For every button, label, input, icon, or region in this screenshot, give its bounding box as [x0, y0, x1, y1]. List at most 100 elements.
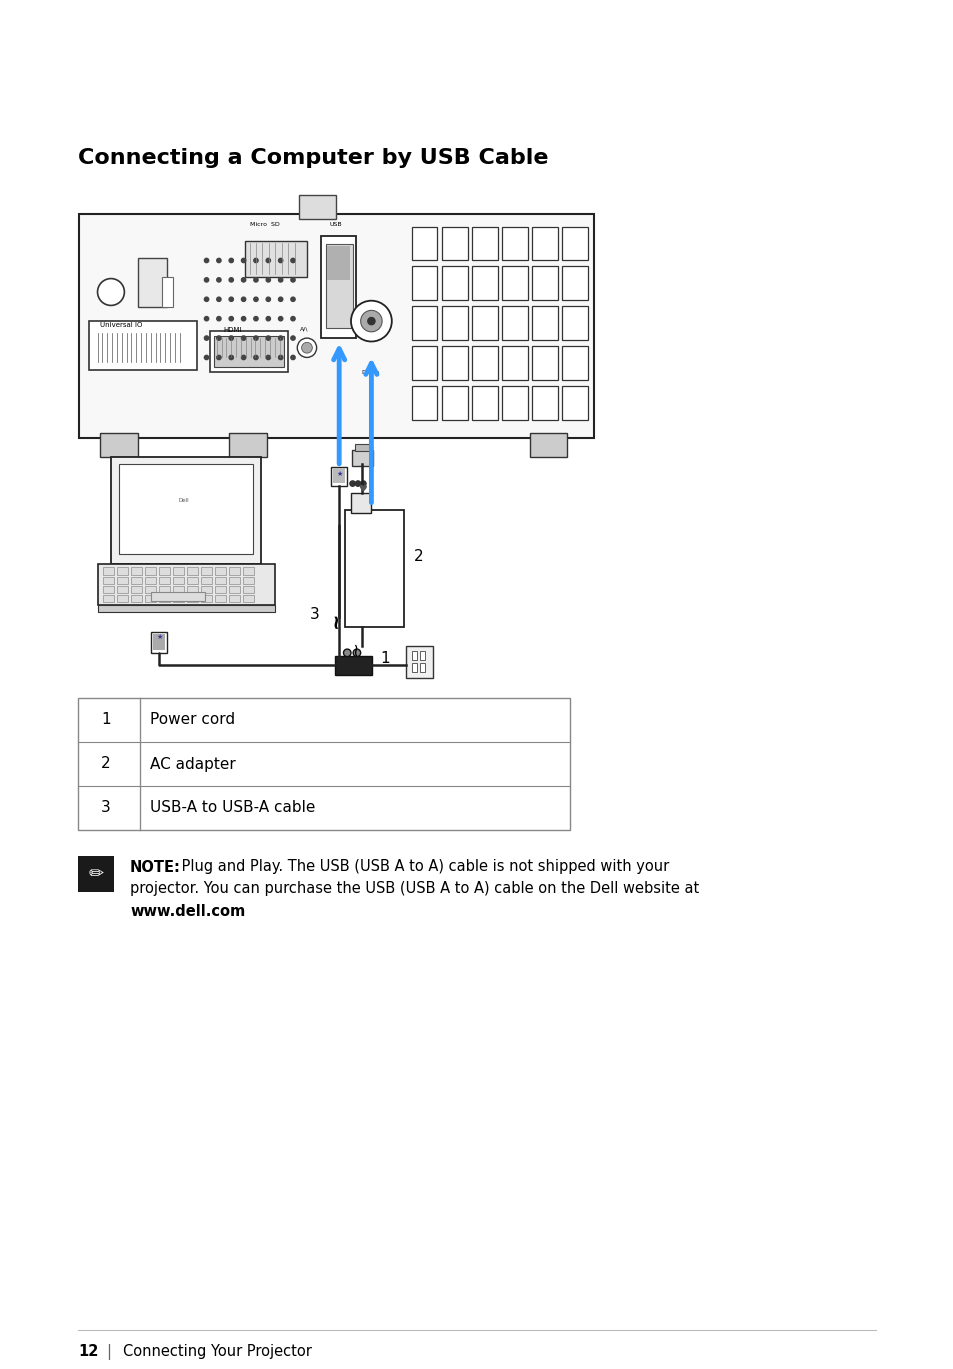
Circle shape [253, 356, 258, 360]
Bar [214, 568, 226, 575]
Bar [200, 586, 212, 593]
Circle shape [204, 259, 209, 263]
Circle shape [278, 316, 282, 320]
Bar [137, 257, 167, 307]
Bar [441, 386, 467, 419]
Circle shape [291, 335, 294, 341]
Circle shape [291, 297, 294, 301]
Bar [100, 433, 137, 457]
Text: NOTE:: NOTE: [130, 860, 181, 875]
Bar [331, 467, 347, 486]
Text: 1: 1 [101, 712, 111, 727]
Bar [145, 568, 156, 575]
Circle shape [241, 356, 246, 360]
Bar [162, 278, 172, 307]
Bar [327, 246, 350, 279]
Text: |: | [106, 1344, 111, 1359]
Bar [561, 267, 587, 300]
Bar [158, 586, 170, 593]
Text: AC adapter: AC adapter [150, 757, 235, 772]
Text: Universal IO: Universal IO [100, 322, 142, 329]
Circle shape [204, 278, 209, 282]
Bar [335, 656, 372, 675]
Bar [561, 226, 587, 260]
Circle shape [229, 259, 233, 263]
Text: ♥: ♥ [357, 485, 366, 494]
Circle shape [216, 356, 221, 360]
Circle shape [229, 278, 233, 282]
Circle shape [278, 335, 282, 341]
Text: 1: 1 [380, 650, 390, 665]
Circle shape [353, 649, 360, 657]
Text: Dell: Dell [178, 498, 189, 502]
Circle shape [241, 278, 246, 282]
Text: 3: 3 [310, 606, 319, 622]
Bar [355, 444, 370, 450]
Bar [152, 631, 167, 653]
Text: ✏: ✏ [89, 865, 104, 883]
Bar [187, 586, 197, 593]
Bar [214, 586, 226, 593]
Polygon shape [213, 335, 284, 367]
Text: DC In: DC In [362, 370, 379, 375]
Circle shape [253, 278, 258, 282]
Bar [172, 586, 184, 593]
Bar [214, 596, 226, 602]
Text: ~: ~ [347, 641, 364, 656]
Bar [145, 576, 156, 585]
Bar [117, 568, 128, 575]
Circle shape [266, 297, 270, 301]
Text: Connecting a Computer by USB Cable: Connecting a Computer by USB Cable [78, 148, 548, 168]
Bar [245, 241, 307, 278]
Bar [214, 576, 226, 585]
Text: 2: 2 [414, 549, 423, 564]
Text: USB: USB [329, 222, 342, 227]
Bar [532, 307, 558, 340]
Bar [242, 586, 253, 593]
Text: Connecting Your Projector: Connecting Your Projector [123, 1344, 312, 1359]
Bar [419, 663, 425, 672]
Bar [242, 568, 253, 575]
Bar [412, 346, 437, 379]
Bar [472, 346, 497, 379]
Bar [158, 596, 170, 602]
Text: HDMI: HDMI [224, 327, 242, 333]
Bar [344, 511, 403, 627]
Bar [532, 226, 558, 260]
Bar [229, 596, 239, 602]
Bar [200, 576, 212, 585]
Circle shape [291, 278, 294, 282]
Bar [561, 307, 587, 340]
Circle shape [241, 259, 246, 263]
Text: www.dell.com: www.dell.com [130, 904, 245, 919]
Bar [242, 596, 253, 602]
Circle shape [253, 297, 258, 301]
Text: 2: 2 [101, 757, 111, 772]
Bar [561, 346, 587, 379]
Bar [200, 568, 212, 575]
Bar [351, 493, 371, 512]
Bar [90, 322, 196, 370]
Bar [406, 646, 433, 678]
Circle shape [291, 259, 294, 263]
Bar [529, 433, 567, 457]
Bar [242, 576, 253, 585]
Circle shape [367, 316, 375, 326]
Circle shape [216, 297, 221, 301]
Bar [103, 586, 114, 593]
Bar [325, 244, 353, 329]
Circle shape [297, 338, 316, 357]
Circle shape [216, 335, 221, 341]
Bar [472, 386, 497, 419]
Bar [561, 386, 587, 419]
Circle shape [241, 316, 246, 320]
Bar [412, 386, 437, 419]
Bar [79, 215, 594, 438]
Bar [229, 576, 239, 585]
Bar [187, 568, 197, 575]
Circle shape [216, 278, 221, 282]
Text: 12: 12 [78, 1344, 98, 1359]
Bar [351, 449, 373, 465]
Text: ~: ~ [326, 611, 345, 627]
Bar [131, 586, 142, 593]
